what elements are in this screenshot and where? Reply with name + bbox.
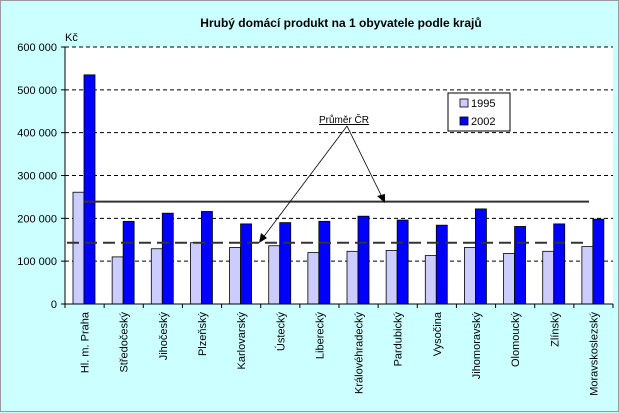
bar-1995 [307, 252, 320, 305]
y-tick-label: 100 000 [17, 256, 57, 268]
bar-1995 [346, 250, 359, 305]
legend-label-2002: 2002 [471, 116, 495, 128]
x-tick-label: Liberecký [314, 312, 326, 360]
bar-1995 [424, 255, 437, 305]
x-tick-label: Ústecký [274, 312, 287, 352]
bar-1995 [268, 245, 281, 305]
x-tick-label: Olomoucký [510, 312, 522, 368]
y-tick-label: 500 000 [17, 85, 57, 97]
x-tick-label: Zlínský [549, 312, 561, 347]
y-tick-label: 200 000 [17, 213, 57, 225]
bar-2002 [240, 223, 252, 305]
annotation-text: Průměr ČR [319, 113, 369, 126]
bar-2002 [592, 218, 605, 305]
bar-2002 [201, 211, 213, 305]
bar-2002 [279, 222, 292, 305]
x-tick-label: Moravskoslezský [588, 312, 600, 396]
bar-1995 [503, 253, 515, 305]
x-tick-label: Jihočeský [158, 312, 170, 361]
bar-1995 [150, 248, 163, 305]
x-tick-label: Plzeňský [197, 312, 209, 357]
bar-2002 [475, 208, 487, 305]
x-tick-label: Královéhradecký [354, 312, 366, 394]
bar-2002 [83, 74, 96, 305]
annotation-arrow-2002 [346, 125, 384, 200]
legend-label-1995: 1995 [471, 98, 495, 110]
bar-1995 [581, 246, 594, 305]
bar-2002 [357, 215, 370, 305]
bar-2002 [435, 224, 448, 305]
bar-2002 [553, 223, 566, 305]
bar-2002 [396, 219, 409, 305]
x-tick-label: Hl. m. Praha [80, 311, 92, 373]
bar-1995 [464, 247, 476, 305]
x-tick-label: Pardubický [393, 312, 405, 367]
chart-title: Hrubý domácí produkt na 1 obyvatele podl… [200, 16, 481, 30]
x-tick-label: Jihomoravský [471, 312, 483, 380]
y-tick-label: 400 000 [17, 128, 57, 140]
bar-1995 [385, 250, 398, 305]
y-tick-label: 0 [51, 299, 57, 311]
bar-2002 [122, 220, 135, 305]
legend-swatch-2002 [459, 116, 469, 126]
y-tick-label: 300 000 [17, 171, 57, 183]
average-annotation: Průměr ČR [259, 113, 385, 243]
legend: 1995 2002 [447, 92, 511, 132]
x-tick-label: Vysočina [432, 311, 444, 356]
annotation-arrow-1995 [261, 125, 348, 240]
bar-2002 [318, 220, 331, 305]
x-tick-label: Karlovarský [236, 312, 248, 370]
arrow-head-icon [377, 194, 385, 203]
bar-1995 [542, 250, 555, 305]
bar-1995 [72, 191, 85, 305]
y-tick-label: 600 000 [17, 42, 57, 54]
bar-1995 [229, 247, 241, 305]
bar-2002 [161, 212, 174, 305]
bar-2002 [514, 226, 526, 305]
y-axis-label: Kč [65, 32, 78, 44]
arrow-head-icon [259, 233, 267, 243]
x-tick-label: Středočeský [119, 312, 131, 373]
legend-swatch-1995 [459, 98, 469, 108]
bar-1995 [190, 242, 202, 305]
bar-1995 [111, 256, 124, 305]
